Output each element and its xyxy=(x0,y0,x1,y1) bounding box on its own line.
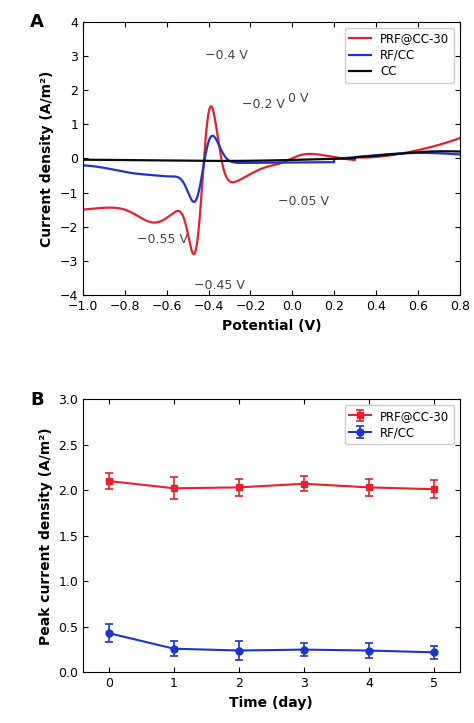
Y-axis label: Current density (A/m²): Current density (A/m²) xyxy=(40,70,54,247)
PRF@CC-30 xyxy=(208,102,214,111)
RF/CC xyxy=(264,158,269,167)
RF/CC xyxy=(377,150,383,159)
CC xyxy=(447,147,452,155)
RF/CC xyxy=(191,197,197,206)
PRF@CC-30 xyxy=(264,163,269,171)
Legend: PRF@CC-30, RF/CC, CC: PRF@CC-30, RF/CC, CC xyxy=(345,27,454,83)
X-axis label: Time (day): Time (day) xyxy=(229,696,313,710)
RF/CC xyxy=(447,150,452,158)
RF/CC xyxy=(254,158,259,167)
Line: CC: CC xyxy=(83,151,460,161)
PRF@CC-30 xyxy=(100,204,105,213)
PRF@CC-30 xyxy=(80,205,86,214)
CC xyxy=(457,147,463,156)
Text: −0.55 V: −0.55 V xyxy=(137,233,188,246)
Text: −0.4 V: −0.4 V xyxy=(205,49,248,62)
PRF@CC-30 xyxy=(457,134,463,142)
CC xyxy=(377,151,383,160)
CC xyxy=(80,155,86,164)
RF/CC xyxy=(80,161,86,170)
Text: A: A xyxy=(30,14,44,32)
CC xyxy=(264,156,269,165)
Text: 0 V: 0 V xyxy=(288,93,309,106)
RF/CC xyxy=(210,132,215,140)
Text: B: B xyxy=(30,391,44,408)
CC xyxy=(216,157,221,166)
Legend: PRF@CC-30, RF/CC: PRF@CC-30, RF/CC xyxy=(345,405,454,444)
Line: RF/CC: RF/CC xyxy=(83,136,460,202)
PRF@CC-30 xyxy=(447,137,452,146)
CC xyxy=(254,156,259,165)
CC xyxy=(100,155,105,164)
RF/CC xyxy=(446,150,452,158)
RF/CC xyxy=(100,163,105,172)
PRF@CC-30 xyxy=(377,153,383,161)
Text: −0.2 V: −0.2 V xyxy=(242,98,285,111)
Y-axis label: Peak current density (A/m²): Peak current density (A/m²) xyxy=(38,427,53,644)
PRF@CC-30 xyxy=(254,166,259,175)
Text: −0.45 V: −0.45 V xyxy=(194,278,245,291)
Line: PRF@CC-30: PRF@CC-30 xyxy=(83,106,460,254)
X-axis label: Potential (V): Potential (V) xyxy=(221,319,321,333)
CC xyxy=(441,147,447,155)
PRF@CC-30 xyxy=(446,137,452,146)
PRF@CC-30 xyxy=(191,249,197,258)
CC xyxy=(446,147,452,155)
RF/CC xyxy=(457,150,463,159)
Text: −0.05 V: −0.05 V xyxy=(278,195,328,208)
